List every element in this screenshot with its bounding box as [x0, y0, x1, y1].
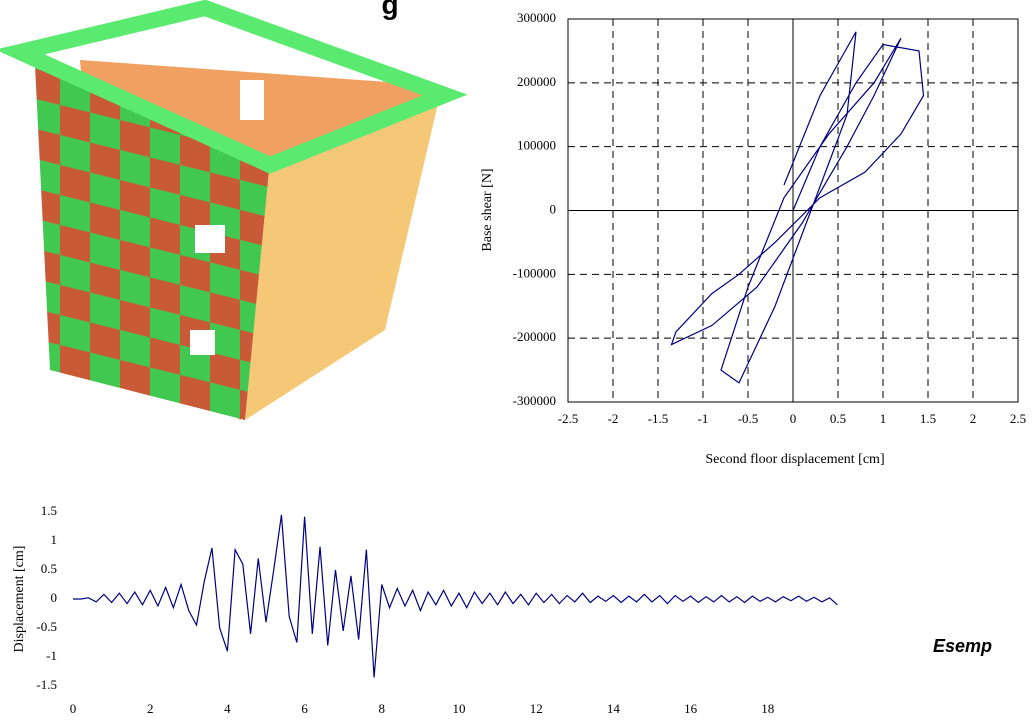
x-tick-label: -1.5	[648, 411, 669, 426]
y-tick-label: 100000	[517, 138, 556, 153]
x-tick-label: 14	[607, 701, 621, 716]
x-tick-label: 16	[684, 701, 698, 716]
x-tick-label: 1	[880, 411, 887, 426]
y-tick-label: 0	[51, 590, 58, 605]
y-tick-label: 0.5	[41, 561, 57, 576]
y-tick-label: 1	[51, 532, 58, 547]
x-tick-label: -0.5	[738, 411, 759, 426]
y-tick-label: -0.5	[36, 619, 57, 634]
x-axis-label: Second floor displacement [cm]	[705, 452, 884, 467]
y-tick-label: -200000	[513, 329, 556, 344]
side-fragment: Esemp	[933, 636, 992, 656]
x-tick-label: 0.5	[830, 411, 846, 426]
y-axis-label: Displacement [cm]	[12, 546, 27, 653]
y-tick-label: 200000	[517, 74, 556, 89]
page: g Esemp -2.5 -2 -1.5 -1 -0.5 0 0.5 1 1.5 2 2.5 3000…	[0, 0, 1034, 722]
building-model	[20, 8, 445, 420]
x-tick-label: -2.5	[558, 411, 579, 426]
y-tick-label: -1.5	[36, 677, 57, 692]
y-tick-label: 300000	[517, 10, 556, 25]
x-tick-label: 1.5	[920, 411, 936, 426]
x-tick-label: 2.5	[1010, 411, 1026, 426]
x-tick-label: 10	[453, 701, 466, 716]
x-tick-label: 2	[147, 701, 154, 716]
x-tick-label: 8	[379, 701, 386, 716]
y-tick-label: 1.5	[41, 503, 57, 518]
y-tick-label: -1	[46, 648, 57, 663]
x-tick-label: 4	[224, 701, 231, 716]
x-tick-label: 6	[301, 701, 308, 716]
header-fragment: g	[381, 0, 398, 20]
data-line	[73, 515, 837, 677]
y-tick-label: -100000	[513, 265, 556, 280]
x-tick-label: 18	[761, 701, 774, 716]
y-tick-label: -300000	[513, 393, 556, 408]
y-tick-label: 0	[550, 201, 557, 216]
x-tick-label: 0	[790, 411, 797, 426]
y-axis-label: Base shear [N]	[480, 168, 495, 251]
x-tick-label: 2	[970, 411, 977, 426]
x-tick-label: 12	[530, 701, 543, 716]
x-tick-label: -1	[698, 411, 709, 426]
x-tick-label: 0	[70, 701, 77, 716]
x-tick-label: -2	[608, 411, 619, 426]
